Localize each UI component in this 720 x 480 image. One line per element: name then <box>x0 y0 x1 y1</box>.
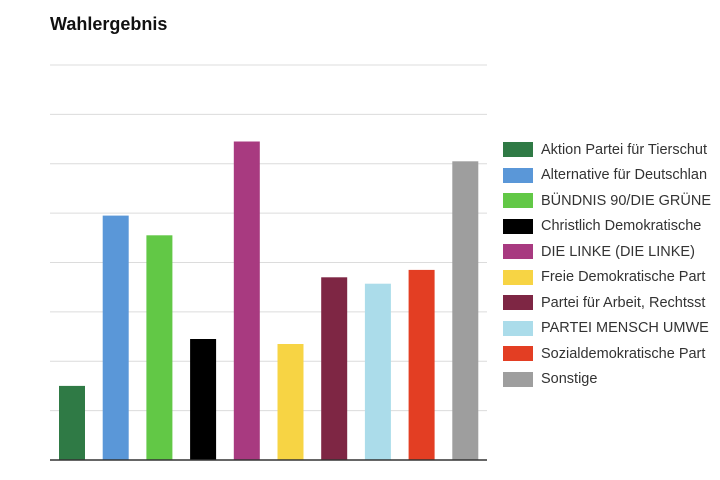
legend-swatch <box>503 295 533 311</box>
legend-item[interactable]: Alternative für Deutschlan <box>503 163 720 189</box>
legend-item[interactable]: BÜNDNIS 90/DIE GRÜNE <box>503 188 720 214</box>
legend-label: Christlich Demokratische <box>541 218 702 235</box>
bar[interactable] <box>452 161 479 461</box>
legend-item[interactable]: Aktion Partei für Tierschut <box>503 137 720 163</box>
legend-label: Partei für Arbeit, Rechtsst <box>541 294 706 311</box>
legend-swatch <box>503 244 533 260</box>
legend: Aktion Partei für Tierschut Alternative f… <box>503 137 720 392</box>
bar[interactable] <box>146 235 173 460</box>
legend-swatch <box>503 193 533 209</box>
legend-swatch <box>503 142 533 158</box>
legend-label: Alternative für Deutschlan <box>541 167 708 184</box>
bar[interactable] <box>59 385 85 460</box>
legend-swatch <box>503 346 533 362</box>
legend-item[interactable]: DIE LINKE (DIE LINKE) <box>503 239 720 265</box>
bar[interactable] <box>102 215 129 460</box>
legend-item[interactable]: Sonstige <box>503 367 720 393</box>
bars <box>59 141 479 461</box>
legend-item[interactable]: Partei für Arbeit, Rechtsst <box>503 290 720 316</box>
legend-label: Aktion Partei für Tierschut <box>541 141 708 158</box>
legend-swatch <box>503 167 533 183</box>
legend-label: Sozialdemokratische Part <box>541 345 706 362</box>
bar[interactable] <box>277 344 304 460</box>
legend-swatch <box>503 371 533 387</box>
legend-item[interactable]: PARTEI MENSCH UMWE <box>503 316 720 342</box>
legend-swatch <box>503 320 533 336</box>
legend-label: Freie Demokratische Part <box>541 269 706 286</box>
bar[interactable] <box>321 277 348 460</box>
bar[interactable] <box>364 283 391 460</box>
legend-swatch <box>503 269 533 285</box>
bar[interactable] <box>408 269 435 460</box>
legend-item[interactable]: Sozialdemokratische Part <box>503 341 720 367</box>
legend-label: BÜNDNIS 90/DIE GRÜNE <box>541 192 712 209</box>
bar[interactable] <box>190 339 217 460</box>
legend-swatch <box>503 218 533 234</box>
bar[interactable] <box>233 141 260 461</box>
chart-title: Wahlergebnis <box>50 14 168 34</box>
legend-label: DIE LINKE (DIE LINKE) <box>541 243 695 260</box>
legend-label: PARTEI MENSCH UMWE <box>541 320 709 337</box>
legend-item[interactable]: Christlich Demokratische <box>503 214 720 240</box>
legend-label: Sonstige <box>541 371 598 388</box>
legend-item[interactable]: Freie Demokratische Part <box>503 265 720 291</box>
